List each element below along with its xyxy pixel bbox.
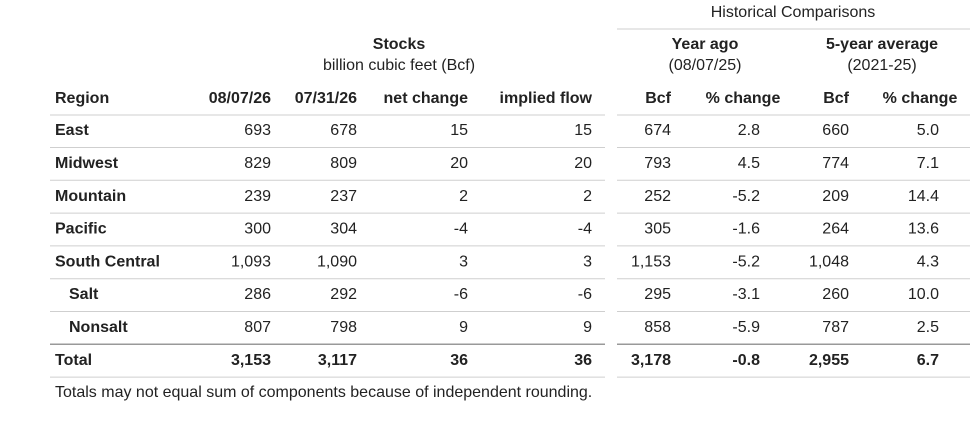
cell: 295 bbox=[644, 286, 671, 303]
cell: 6.7 bbox=[917, 352, 939, 369]
column-header: Bcf bbox=[645, 90, 671, 107]
cell: 3 bbox=[459, 253, 468, 270]
section-title: Historical Comparisons bbox=[711, 4, 876, 21]
cell: 2 bbox=[583, 188, 592, 205]
cell: 829 bbox=[244, 155, 271, 172]
group-title: Year ago bbox=[672, 36, 739, 53]
cell: -5.2 bbox=[732, 188, 760, 205]
cell: 2.5 bbox=[917, 319, 939, 336]
row-label: Pacific bbox=[55, 221, 107, 238]
footnote: Totals may not equal sum of components b… bbox=[55, 384, 592, 401]
cell: 674 bbox=[644, 122, 671, 139]
cell: 2 bbox=[459, 188, 468, 205]
cell: 1,093 bbox=[231, 253, 271, 270]
cell: 305 bbox=[644, 221, 671, 238]
cell: 4.5 bbox=[738, 155, 760, 172]
cell: -6 bbox=[578, 286, 592, 303]
row-label: Salt bbox=[69, 286, 99, 303]
cell: 809 bbox=[330, 155, 357, 172]
cell: 774 bbox=[822, 155, 849, 172]
cell: 7.1 bbox=[917, 155, 939, 172]
cell: 1,090 bbox=[317, 253, 357, 270]
row-label: South Central bbox=[55, 253, 160, 270]
column-header: % change bbox=[706, 90, 781, 107]
row-label: Midwest bbox=[55, 155, 119, 172]
cell: 787 bbox=[822, 319, 849, 336]
cell: 36 bbox=[450, 352, 468, 369]
row-label: East bbox=[55, 122, 89, 139]
column-header: Region bbox=[55, 90, 109, 107]
cell: -6 bbox=[454, 286, 468, 303]
cell: 793 bbox=[644, 155, 671, 172]
cell: 260 bbox=[822, 286, 849, 303]
group-subtitle: (2021-25) bbox=[847, 57, 916, 74]
cell: 20 bbox=[574, 155, 592, 172]
group-title: 5-year average bbox=[826, 36, 938, 53]
cell: -5.9 bbox=[732, 319, 760, 336]
cell: 13.6 bbox=[908, 221, 939, 238]
column-header: % change bbox=[883, 90, 958, 107]
column-header: implied flow bbox=[500, 90, 593, 107]
cell: 3,178 bbox=[631, 352, 671, 369]
cell: 693 bbox=[244, 122, 271, 139]
cell: 3,153 bbox=[231, 352, 271, 369]
cell: 807 bbox=[244, 319, 271, 336]
cell: 2,955 bbox=[809, 352, 849, 369]
cell: 304 bbox=[330, 221, 357, 238]
cell: 1,048 bbox=[809, 253, 849, 270]
cell: 1,153 bbox=[631, 253, 671, 270]
cell: 252 bbox=[644, 188, 671, 205]
cell: 237 bbox=[330, 188, 357, 205]
cell: 3,117 bbox=[318, 352, 357, 369]
cell: 209 bbox=[822, 188, 849, 205]
column-header: 08/07/26 bbox=[209, 90, 271, 107]
column-header: Bcf bbox=[823, 90, 849, 107]
cell: 292 bbox=[330, 286, 357, 303]
cell: 858 bbox=[644, 319, 671, 336]
cell: 660 bbox=[822, 122, 849, 139]
column-header: 07/31/26 bbox=[295, 90, 357, 107]
cell: 300 bbox=[244, 221, 271, 238]
cell: 4.3 bbox=[917, 253, 939, 270]
cell: 286 bbox=[244, 286, 271, 303]
column-header: net change bbox=[384, 90, 469, 107]
cell: 678 bbox=[330, 122, 357, 139]
cell: 798 bbox=[330, 319, 357, 336]
cell: 9 bbox=[583, 319, 592, 336]
cell: 5.0 bbox=[917, 122, 939, 139]
cell: 36 bbox=[574, 352, 592, 369]
cell: 20 bbox=[450, 155, 468, 172]
cell: 10.0 bbox=[908, 286, 939, 303]
cell: 3 bbox=[583, 253, 592, 270]
cell: 2.8 bbox=[738, 122, 760, 139]
cell: 15 bbox=[574, 122, 592, 139]
group-title: Stocks bbox=[373, 36, 426, 53]
group-subtitle: (08/07/25) bbox=[669, 57, 742, 74]
cell: -0.8 bbox=[732, 352, 760, 369]
cell: 264 bbox=[822, 221, 849, 238]
cell: -1.6 bbox=[732, 221, 760, 238]
cell: 9 bbox=[459, 319, 468, 336]
cell: 239 bbox=[244, 188, 271, 205]
group-subtitle: billion cubic feet (Bcf) bbox=[323, 57, 475, 74]
row-label: Nonsalt bbox=[69, 319, 128, 336]
cell: -3.1 bbox=[732, 286, 760, 303]
row-label: Mountain bbox=[55, 188, 126, 205]
cell: 14.4 bbox=[908, 188, 939, 205]
cell: 15 bbox=[450, 122, 468, 139]
row-label: Total bbox=[55, 352, 92, 369]
cell: -4 bbox=[454, 221, 468, 238]
cell: -4 bbox=[578, 221, 592, 238]
cell: -5.2 bbox=[732, 253, 760, 270]
